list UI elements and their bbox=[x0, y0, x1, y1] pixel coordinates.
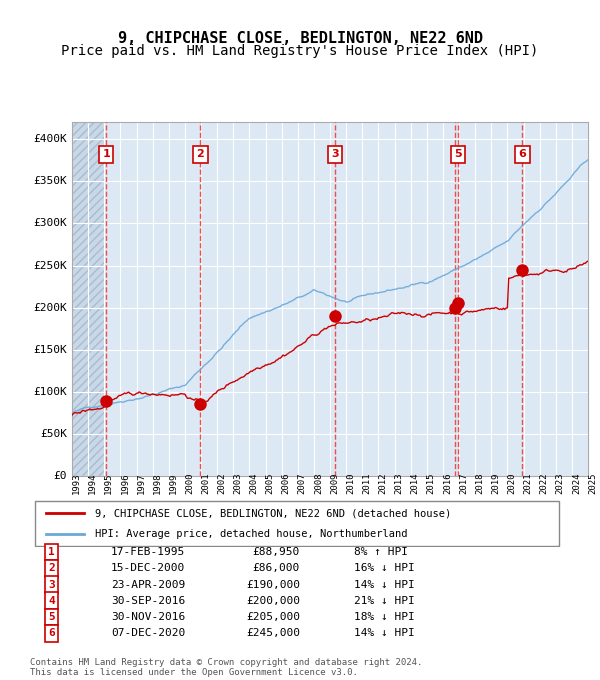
Text: 6: 6 bbox=[48, 628, 55, 639]
Text: 1999: 1999 bbox=[169, 472, 178, 494]
Text: 2012: 2012 bbox=[379, 472, 388, 494]
Bar bbox=[72, 122, 104, 476]
Text: 30-NOV-2016: 30-NOV-2016 bbox=[111, 612, 185, 622]
Text: 2004: 2004 bbox=[250, 472, 259, 494]
Text: 5: 5 bbox=[454, 149, 461, 159]
Text: 6: 6 bbox=[518, 149, 526, 159]
Text: 16% ↓ HPI: 16% ↓ HPI bbox=[354, 563, 415, 573]
Text: 9, CHIPCHASE CLOSE, BEDLINGTON, NE22 6ND: 9, CHIPCHASE CLOSE, BEDLINGTON, NE22 6ND bbox=[118, 31, 482, 46]
Text: 18% ↓ HPI: 18% ↓ HPI bbox=[354, 612, 415, 622]
Text: 2005: 2005 bbox=[265, 472, 275, 494]
Text: 2014: 2014 bbox=[410, 472, 419, 494]
Text: 2019: 2019 bbox=[491, 472, 500, 494]
Text: 07-DEC-2020: 07-DEC-2020 bbox=[111, 628, 185, 639]
Text: £205,000: £205,000 bbox=[246, 612, 300, 622]
FancyBboxPatch shape bbox=[35, 501, 559, 547]
Text: 2007: 2007 bbox=[298, 472, 307, 494]
Text: 2001: 2001 bbox=[201, 472, 210, 494]
Text: 1993: 1993 bbox=[72, 472, 81, 494]
Text: £400K: £400K bbox=[33, 134, 67, 144]
Text: 23-APR-2009: 23-APR-2009 bbox=[111, 579, 185, 590]
Text: 1: 1 bbox=[48, 547, 55, 557]
Text: £300K: £300K bbox=[33, 218, 67, 228]
Text: 2025: 2025 bbox=[588, 472, 597, 494]
Text: 2010: 2010 bbox=[346, 472, 355, 494]
Text: 5: 5 bbox=[48, 612, 55, 622]
Text: 1995: 1995 bbox=[104, 472, 113, 494]
Text: Price paid vs. HM Land Registry's House Price Index (HPI): Price paid vs. HM Land Registry's House … bbox=[61, 44, 539, 58]
Text: 14% ↓ HPI: 14% ↓ HPI bbox=[354, 579, 415, 590]
Text: 21% ↓ HPI: 21% ↓ HPI bbox=[354, 596, 415, 606]
Text: 4: 4 bbox=[48, 596, 55, 606]
Text: 2015: 2015 bbox=[427, 472, 436, 494]
Text: 2002: 2002 bbox=[217, 472, 226, 494]
Text: 2018: 2018 bbox=[475, 472, 484, 494]
Text: £200,000: £200,000 bbox=[246, 596, 300, 606]
Text: 3: 3 bbox=[48, 579, 55, 590]
Text: 1: 1 bbox=[103, 149, 110, 159]
Text: 1997: 1997 bbox=[137, 472, 146, 494]
Text: £88,950: £88,950 bbox=[253, 547, 300, 557]
Text: £190,000: £190,000 bbox=[246, 579, 300, 590]
Text: £245,000: £245,000 bbox=[246, 628, 300, 639]
Text: £350K: £350K bbox=[33, 176, 67, 186]
Text: £50K: £50K bbox=[40, 429, 67, 439]
Text: 2011: 2011 bbox=[362, 472, 371, 494]
Text: 2006: 2006 bbox=[281, 472, 290, 494]
Text: 17-FEB-1995: 17-FEB-1995 bbox=[111, 547, 185, 557]
Text: £250K: £250K bbox=[33, 260, 67, 271]
Text: 2003: 2003 bbox=[233, 472, 242, 494]
Text: 2022: 2022 bbox=[539, 472, 548, 494]
Text: £200K: £200K bbox=[33, 303, 67, 313]
Text: 14% ↓ HPI: 14% ↓ HPI bbox=[354, 628, 415, 639]
Text: 3: 3 bbox=[331, 149, 339, 159]
Text: 2013: 2013 bbox=[395, 472, 404, 494]
Text: HPI: Average price, detached house, Northumberland: HPI: Average price, detached house, Nort… bbox=[95, 529, 407, 539]
Text: £150K: £150K bbox=[33, 345, 67, 355]
Text: 1998: 1998 bbox=[152, 472, 161, 494]
Text: 8% ↑ HPI: 8% ↑ HPI bbox=[354, 547, 408, 557]
Text: 15-DEC-2000: 15-DEC-2000 bbox=[111, 563, 185, 573]
Text: 30-SEP-2016: 30-SEP-2016 bbox=[111, 596, 185, 606]
Text: 2000: 2000 bbox=[185, 472, 194, 494]
Text: 2020: 2020 bbox=[508, 472, 517, 494]
Text: 1996: 1996 bbox=[121, 472, 130, 494]
Text: £0: £0 bbox=[53, 471, 67, 481]
Text: This data is licensed under the Open Government Licence v3.0.: This data is licensed under the Open Gov… bbox=[30, 668, 358, 677]
Text: 1994: 1994 bbox=[88, 472, 97, 494]
Text: 2016: 2016 bbox=[443, 472, 452, 494]
Text: 2024: 2024 bbox=[572, 472, 581, 494]
Text: 2023: 2023 bbox=[556, 472, 565, 494]
Text: 2017: 2017 bbox=[459, 472, 468, 494]
Text: £86,000: £86,000 bbox=[253, 563, 300, 573]
Text: 9, CHIPCHASE CLOSE, BEDLINGTON, NE22 6ND (detached house): 9, CHIPCHASE CLOSE, BEDLINGTON, NE22 6ND… bbox=[95, 508, 451, 518]
Text: 2: 2 bbox=[48, 563, 55, 573]
Text: 2009: 2009 bbox=[330, 472, 339, 494]
Text: £100K: £100K bbox=[33, 387, 67, 397]
Text: Contains HM Land Registry data © Crown copyright and database right 2024.: Contains HM Land Registry data © Crown c… bbox=[30, 658, 422, 667]
Text: 2021: 2021 bbox=[523, 472, 533, 494]
Text: 2: 2 bbox=[196, 149, 204, 159]
Text: 2008: 2008 bbox=[314, 472, 323, 494]
